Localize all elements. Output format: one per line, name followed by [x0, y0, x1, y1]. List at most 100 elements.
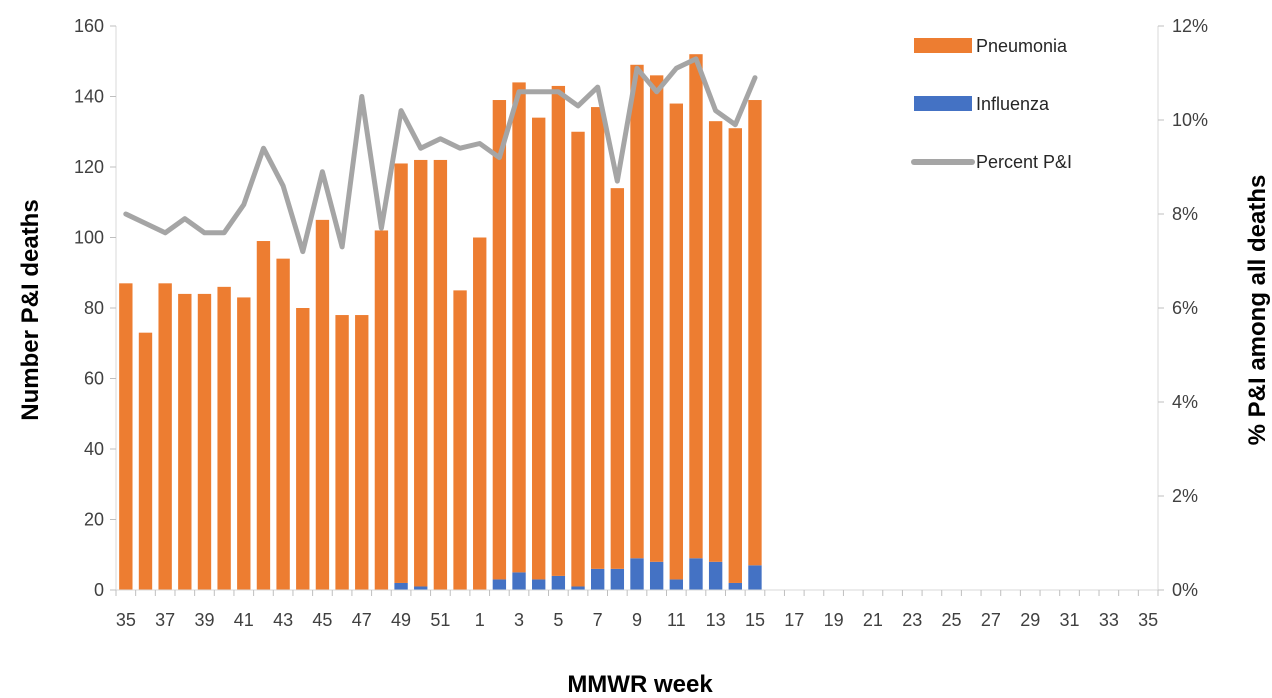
influenza-bar [649, 561, 664, 590]
influenza-bar [394, 582, 408, 590]
right-tick-label: 12% [1172, 16, 1208, 36]
influenza-bar [669, 579, 684, 590]
right-tick-label: 6% [1172, 298, 1198, 318]
pneumonia-bar [394, 163, 408, 583]
left-tick-label: 100 [74, 228, 104, 248]
legend-label-pneumonia: Pneumonia [976, 36, 1068, 56]
pneumonia-bar [748, 100, 762, 566]
x-tick-label: 13 [706, 610, 726, 630]
right-tick-label: 4% [1172, 392, 1198, 412]
left-tick-label: 80 [84, 298, 104, 318]
influenza-bar [610, 568, 625, 590]
x-tick-label: 31 [1060, 610, 1080, 630]
x-tick-label: 37 [155, 610, 175, 630]
influenza-bar [551, 575, 566, 590]
x-tick-label: 35 [1138, 610, 1158, 630]
right-tick-label: 8% [1172, 204, 1198, 224]
x-tick-label: 45 [312, 610, 332, 630]
x-tick-label: 23 [902, 610, 922, 630]
x-tick-label: 51 [430, 610, 450, 630]
influenza-bar [748, 565, 762, 590]
y-axis-title: Number P&I deaths [17, 199, 44, 420]
pneumonia-bar [708, 121, 723, 562]
pneumonia-bar [256, 241, 271, 590]
pneumonia-bar [276, 258, 290, 590]
influenza-bar [630, 558, 644, 590]
pneumonia-bar [315, 219, 330, 590]
percent-line [123, 56, 758, 255]
right-tick-label: 2% [1172, 486, 1198, 506]
x-tick-label: 7 [593, 610, 603, 630]
right-tick-label: 10% [1172, 110, 1208, 130]
influenza-bar [728, 582, 742, 590]
pneumonia-bar [689, 54, 703, 559]
x-tick-label: 35 [116, 610, 136, 630]
pneumonia-bar [649, 75, 664, 562]
pneumonia-bar [669, 103, 684, 580]
x-axis: 35 37 39 41 43 45 47 49 51 1 3 5 7 9 11 13 15 17 19 21 23 25 2… [115, 589, 1159, 630]
influenza-bar [532, 579, 546, 590]
pneumonia-bar [590, 107, 605, 569]
right-y-axis: 0% 2% 4% 6% 8% 10% 12% [1157, 16, 1208, 600]
x-tick-label: 3 [514, 610, 524, 630]
x-tick-label: 25 [942, 610, 962, 630]
left-tick-label: 40 [84, 439, 104, 459]
x-tick-label: 17 [784, 610, 804, 630]
legend-swatch-influenza [914, 96, 972, 111]
x-tick-label: 9 [632, 610, 642, 630]
influenza-bar [590, 568, 605, 590]
pneumonia-bar [453, 290, 467, 590]
influenza-bar [512, 572, 526, 590]
bar-series [119, 54, 762, 590]
pneumonia-bar [492, 100, 507, 580]
pneumonia-bar [728, 128, 742, 583]
pneumonia-bar [374, 230, 389, 590]
x-tick-label: 15 [745, 610, 765, 630]
pneumonia-bar [630, 64, 644, 559]
percent-line-series [123, 56, 758, 255]
y2-axis-title: % P&I among all deaths [1244, 175, 1271, 446]
pneumonia-bar [414, 159, 428, 587]
pneumonia-bar [217, 286, 231, 590]
x-tick-label: 39 [194, 610, 214, 630]
influenza-bar [689, 558, 703, 590]
pneumonia-bar [197, 293, 212, 590]
right-tick-label: 0% [1172, 580, 1198, 600]
x-tick-label: 27 [981, 610, 1001, 630]
x-tick-label: 1 [475, 610, 485, 630]
x-axis-title: MMWR week [567, 671, 713, 698]
left-tick-label: 120 [74, 157, 104, 177]
x-tick-label: 41 [234, 610, 254, 630]
legend: Pneumonia Influenza Percent P&I [911, 36, 1072, 172]
legend-swatch-pneumonia [914, 38, 972, 53]
pneumonia-bar [610, 188, 625, 569]
pneumonia-bar [119, 283, 133, 590]
x-tick-label: 29 [1020, 610, 1040, 630]
pneumonia-bar [335, 315, 349, 590]
left-y-axis: 0 20 40 60 80 100 120 140 160 [74, 16, 117, 600]
legend-label-percent: Percent P&I [976, 152, 1072, 172]
influenza-bar [708, 561, 723, 590]
x-tick-label: 49 [391, 610, 411, 630]
pneumonia-bar [512, 82, 526, 573]
x-tick-label: 33 [1099, 610, 1119, 630]
left-tick-label: 140 [74, 87, 104, 107]
influenza-bar [571, 586, 585, 590]
pneumonia-bar [551, 85, 566, 576]
pneumonia-bar [473, 237, 487, 590]
x-tick-label: 19 [824, 610, 844, 630]
legend-label-influenza: Influenza [976, 94, 1050, 114]
pneumonia-bar [138, 332, 153, 590]
left-tick-label: 20 [84, 510, 104, 530]
left-tick-label: 0 [94, 580, 104, 600]
pneumonia-bar [355, 315, 369, 590]
x-tick-label: 47 [352, 610, 372, 630]
x-tick-label: 11 [667, 610, 686, 630]
influenza-bar [414, 586, 428, 590]
left-tick-label: 60 [84, 369, 104, 389]
left-tick-label: 160 [74, 16, 104, 36]
pneumonia-bar [571, 131, 585, 587]
pneumonia-bar [158, 283, 172, 590]
pneumonia-bar [532, 117, 546, 580]
